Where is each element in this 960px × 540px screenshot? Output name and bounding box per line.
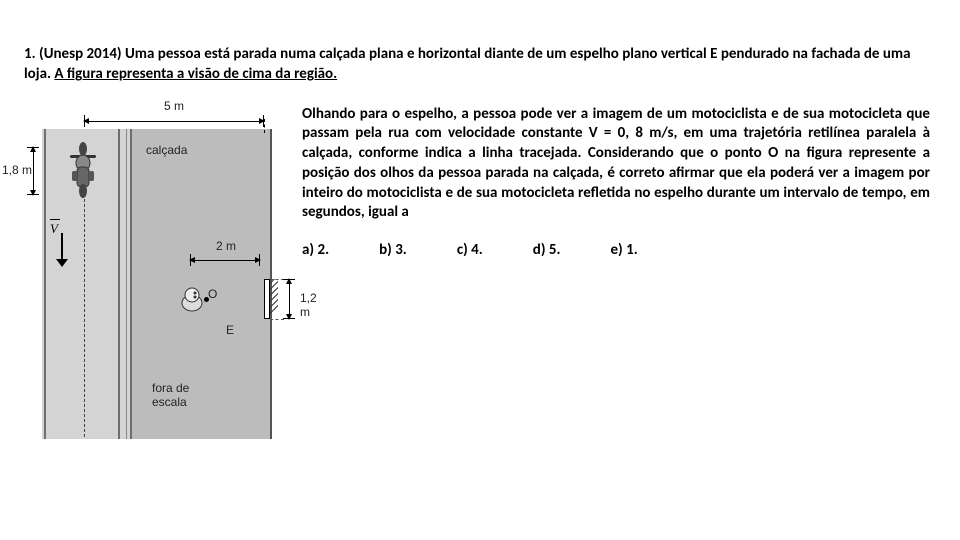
- label-2m: 2 m: [216, 239, 236, 253]
- velocity-overbar: [50, 219, 60, 220]
- label-O: O: [208, 287, 217, 301]
- question-source: (Unesp 2014): [39, 45, 122, 63]
- label-fora-2: escala: [152, 395, 187, 409]
- label-fora-1: fora de: [152, 381, 189, 395]
- question-number: 1.: [24, 45, 36, 63]
- options-row: a) 2. b) 3. c) 4. d) 5. e) 1.: [302, 241, 930, 259]
- mirror-dim-dash-b: [270, 319, 284, 320]
- road-edge-left: [44, 129, 46, 439]
- dashed-mirror-top: [264, 119, 265, 133]
- label-5m: 5 m: [164, 99, 184, 113]
- question-intro: 1. (Unesp 2014) Uma pessoa está parada n…: [24, 44, 936, 85]
- curb-line-2: [130, 129, 132, 439]
- page: 1. (Unesp 2014) Uma pessoa está parada n…: [0, 0, 960, 540]
- observer-icon: [180, 285, 204, 313]
- mirror-hatch: [270, 279, 278, 319]
- velocity-label: V: [50, 221, 58, 237]
- intro-text-2: A figura representa a visão de cima da r…: [54, 65, 337, 83]
- figure: 5 m 1,8 m: [24, 99, 284, 439]
- content-row: 5 m 1,8 m: [24, 99, 936, 439]
- label-1-8m: 1,8 m: [2, 163, 32, 177]
- curb-line-1: [118, 129, 120, 439]
- label-calcada: calçada: [146, 143, 187, 157]
- trajectory-dashed: [84, 199, 85, 437]
- body-text: Olhando para o espelho, a pessoa pode ve…: [302, 105, 930, 224]
- dimension-5m: [84, 113, 264, 129]
- right-column: Olhando para o espelho, a pessoa pode ve…: [302, 99, 936, 439]
- option-d: d) 5.: [533, 241, 561, 259]
- label-E: E: [226, 323, 234, 337]
- option-e: e) 1.: [611, 241, 638, 259]
- velocity-vector: [52, 233, 72, 267]
- motorcycle-icon: [66, 141, 100, 199]
- option-c: c) 4.: [457, 241, 483, 259]
- dimension-1-2m: [282, 279, 296, 319]
- label-1-2m: 1,2 m: [300, 291, 317, 319]
- dimension-2m: [190, 253, 260, 267]
- option-a: a) 2.: [302, 241, 329, 259]
- option-b: b) 3.: [379, 241, 407, 259]
- curb-line-3: [126, 129, 127, 439]
